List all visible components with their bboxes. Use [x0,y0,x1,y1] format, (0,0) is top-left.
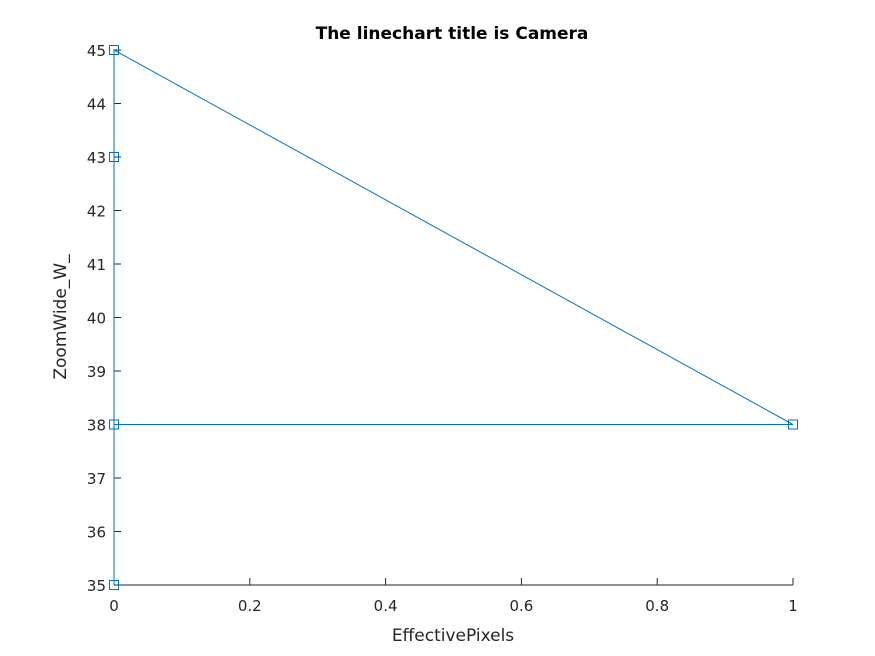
y-tick-label: 35 [87,577,106,595]
y-tick-label: 40 [87,310,106,328]
x-tick-label: 0 [109,597,119,615]
data-point [109,152,119,162]
series-line [113,49,794,585]
data-point [109,580,119,590]
y-tick-label: 44 [87,96,106,114]
plot-area [114,50,793,585]
chart-title: The linechart title is Camera [316,24,589,44]
data-point [109,419,119,430]
x-tick-label: 0.6 [509,597,533,615]
data-point [109,45,119,55]
y-tick-label: 45 [87,42,106,60]
y-tick-label: 36 [87,524,106,542]
x-tick-label: 0.4 [374,597,398,615]
x-tick-label: 1 [788,597,798,615]
axes: 0 0.2 0.4 0.6 0.8 1 35 36 37 38 39 40 41 42 43 44 45 [87,42,798,615]
y-tick-label: 41 [87,256,106,274]
y-tick-label: 43 [87,149,106,167]
x-axis-label: EffectivePixels [392,626,514,646]
y-tick-label: 38 [87,417,106,435]
series-group [109,45,798,590]
y-tick-label: 39 [87,363,106,381]
y-tick-label: 42 [87,203,106,221]
data-point [788,419,798,430]
y-tick-label: 37 [87,470,106,488]
y-axis-label: ZoomWide_W_ [51,254,71,380]
x-tick-label: 0.2 [238,597,262,615]
x-tick-label: 0.8 [645,597,669,615]
